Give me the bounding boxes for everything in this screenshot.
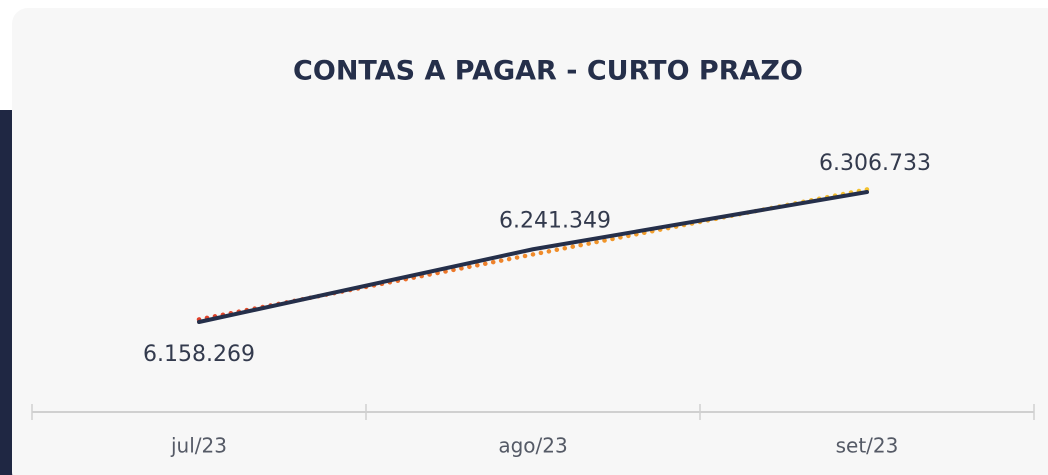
x-tick-label: set/23 bbox=[836, 434, 899, 458]
data-label: 6.306.733 bbox=[819, 151, 931, 176]
chart-title: CONTAS A PAGAR - CURTO PRAZO bbox=[293, 56, 803, 87]
x-tick-label: jul/23 bbox=[170, 434, 227, 458]
data-label: 6.241.349 bbox=[499, 208, 611, 233]
line bbox=[197, 190, 869, 324]
card bbox=[12, 8, 1048, 475]
x-tick-label: ago/23 bbox=[498, 434, 567, 458]
data-label: 6.158.269 bbox=[143, 342, 255, 367]
